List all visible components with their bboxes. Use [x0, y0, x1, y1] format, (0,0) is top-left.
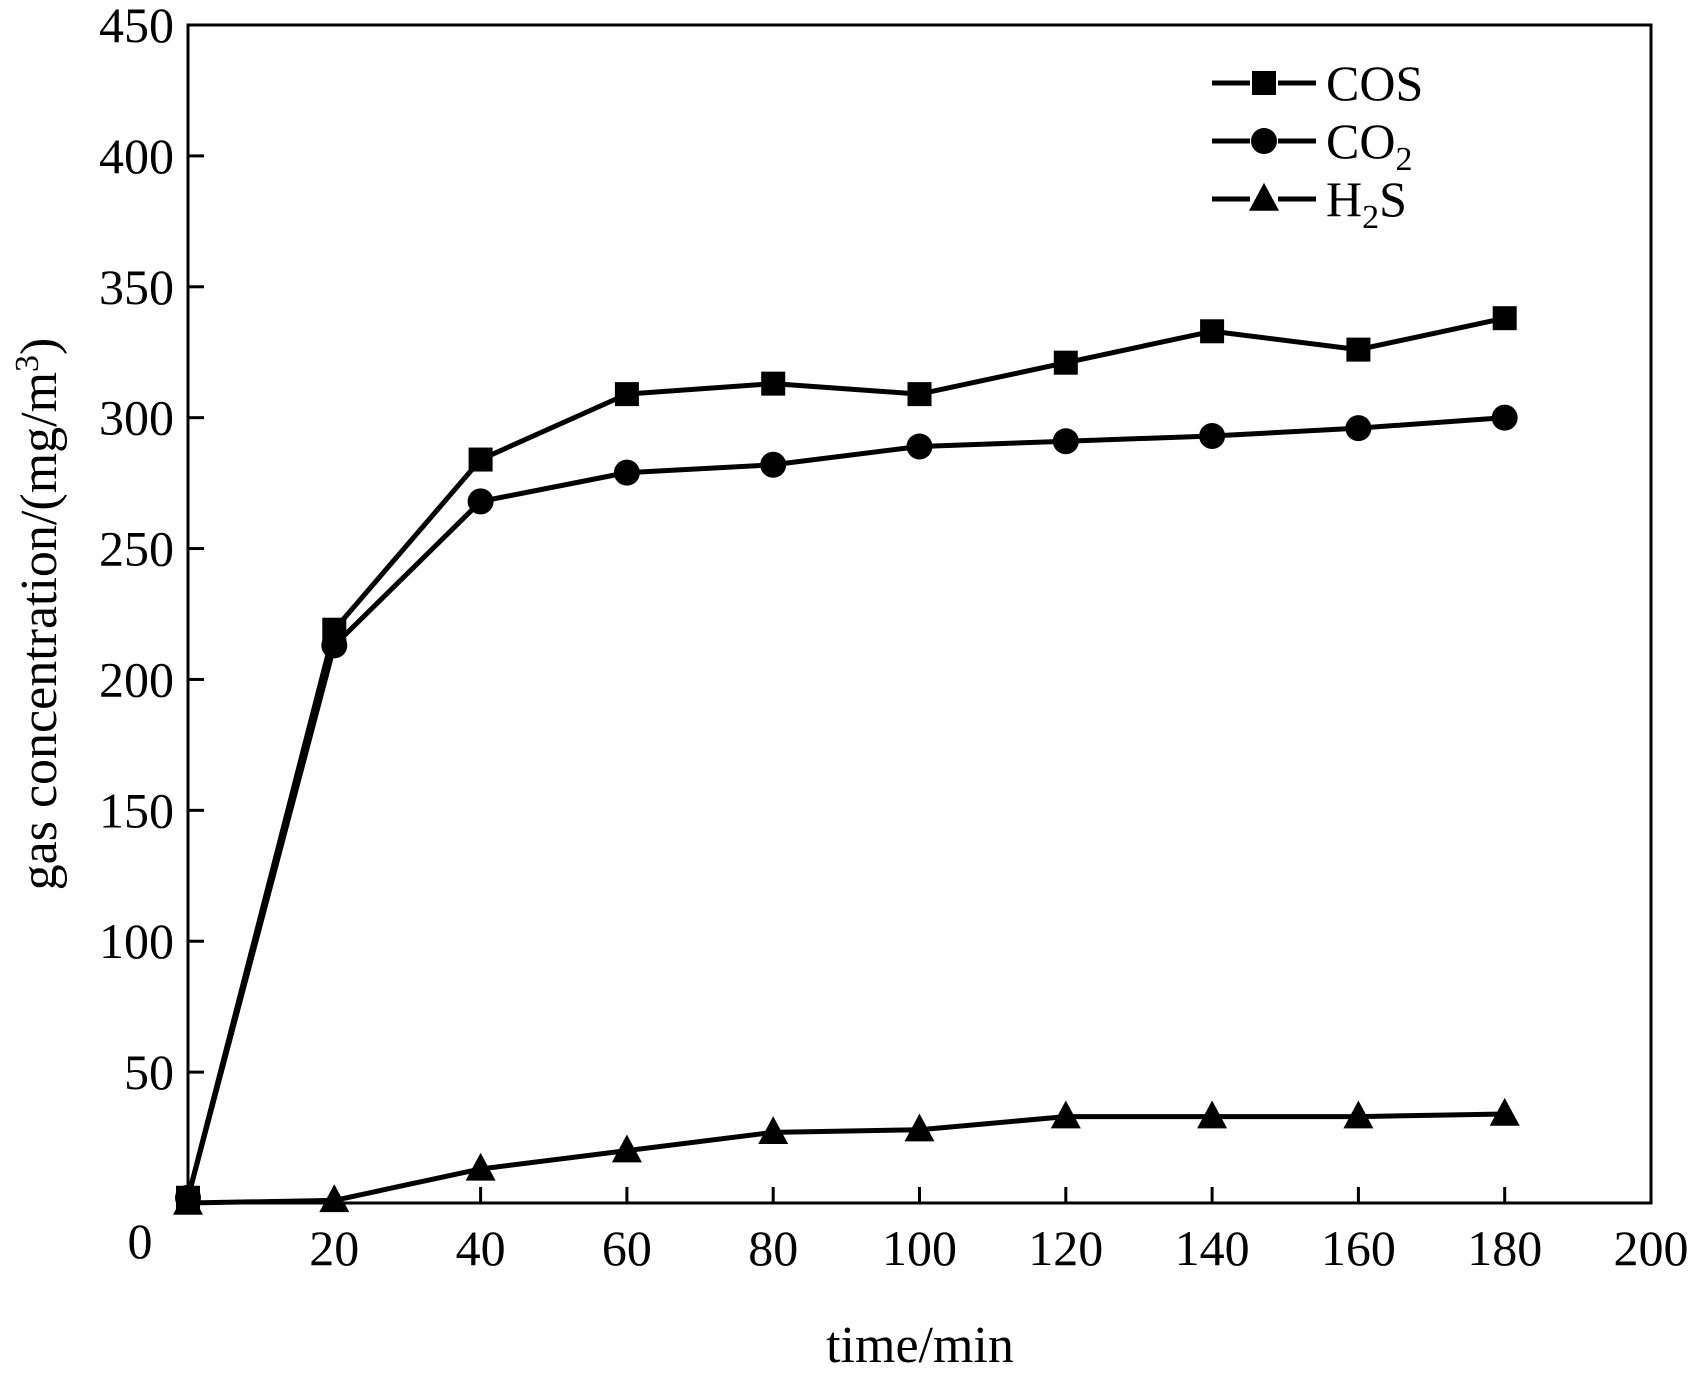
y-tick-label: 50 — [124, 1044, 174, 1100]
origin-label: 0 — [128, 1213, 153, 1269]
y-axis-title-sup: 3 — [9, 355, 46, 372]
y-tick-label: 100 — [99, 913, 174, 969]
data-point-cos — [1200, 319, 1225, 344]
y-tick-label: 150 — [99, 782, 174, 838]
x-tick-label: 180 — [1467, 1220, 1542, 1276]
data-point-cos — [1053, 350, 1078, 375]
data-point-h2s — [611, 1134, 642, 1163]
data-point-cos — [614, 382, 639, 407]
plot-frame — [186, 23, 1653, 1205]
data-point-cos — [1346, 337, 1371, 362]
data-point-co2 — [760, 451, 787, 478]
y-tick-label: 250 — [99, 521, 174, 577]
data-point-h2s — [1197, 1100, 1228, 1129]
legend-label-cos: COS — [1326, 55, 1423, 111]
x-tick-label: 60 — [602, 1220, 652, 1276]
data-point-cos — [907, 382, 932, 407]
y-axis-title-end: ) — [11, 338, 68, 355]
x-axis: 20 40 60 80 100 120 140 160 180 200 — [309, 1187, 1689, 1276]
data-point-co2 — [1491, 404, 1518, 431]
data-point-h2s — [758, 1116, 789, 1145]
data-point-h2s — [465, 1152, 496, 1181]
legend-marker-cos — [1252, 71, 1276, 95]
x-tick-label: 160 — [1321, 1220, 1396, 1276]
y-axis: 50 100 150 200 250 300 350 400 450 — [99, 0, 204, 1100]
data-point-co2 — [467, 488, 494, 515]
x-tick-label: 140 — [1175, 1220, 1250, 1276]
x-tick-label: 200 — [1614, 1220, 1689, 1276]
legend-marker-co2 — [1251, 128, 1277, 154]
data-point-h2s — [1050, 1100, 1081, 1129]
data-point-co2 — [906, 433, 933, 460]
legend-marker-h2s — [1249, 182, 1279, 211]
x-tick-label: 100 — [882, 1220, 957, 1276]
data-point-h2s — [173, 1186, 203, 1215]
legend-label-sub: 2 — [1395, 141, 1412, 178]
y-axis-title: gas concentration/(mg/m3) — [9, 338, 68, 891]
data-point-h2s — [319, 1184, 350, 1213]
legend-label-h2s: H2S — [1326, 171, 1407, 236]
x-tick-label: 120 — [1028, 1220, 1103, 1276]
data-point-cos — [468, 447, 493, 472]
y-tick-label: 300 — [99, 390, 174, 446]
data-point-h2s — [1489, 1097, 1520, 1126]
x-tick-label: 80 — [748, 1220, 798, 1276]
series-line-h2s — [187, 1111, 1505, 1206]
y-tick-label: 400 — [99, 128, 174, 184]
legend-label-main: H — [1326, 171, 1362, 227]
y-tick-label: 450 — [99, 0, 174, 53]
data-point-co2 — [1052, 428, 1079, 455]
data-point-h2s — [1343, 1100, 1374, 1129]
series-group — [173, 306, 1520, 1215]
legend-label-main: CO — [1326, 113, 1395, 169]
series-line-co2 — [185, 415, 1505, 1199]
y-tick-label: 200 — [99, 651, 174, 707]
data-point-co2 — [1345, 415, 1372, 442]
y-axis-title-main: gas concentration/(mg/m — [11, 372, 68, 890]
legend-label-end: S — [1379, 171, 1407, 227]
legend-label-sub: 2 — [1362, 199, 1379, 236]
data-point-co2 — [1199, 422, 1226, 449]
legend-label-main: COS — [1326, 55, 1423, 111]
data-point-co2 — [613, 459, 640, 486]
data-point-cos — [1492, 306, 1517, 331]
data-point-h2s — [904, 1113, 935, 1142]
x-tick-label: 40 — [456, 1220, 506, 1276]
data-point-cos — [761, 371, 786, 396]
series-line-cos — [185, 315, 1506, 1199]
legend-label-co2: CO2 — [1326, 113, 1412, 178]
x-axis-title: time/min — [826, 1317, 1014, 1374]
y-tick-label: 350 — [99, 259, 174, 315]
x-tick-label: 20 — [309, 1220, 359, 1276]
data-point-co2 — [321, 632, 348, 659]
